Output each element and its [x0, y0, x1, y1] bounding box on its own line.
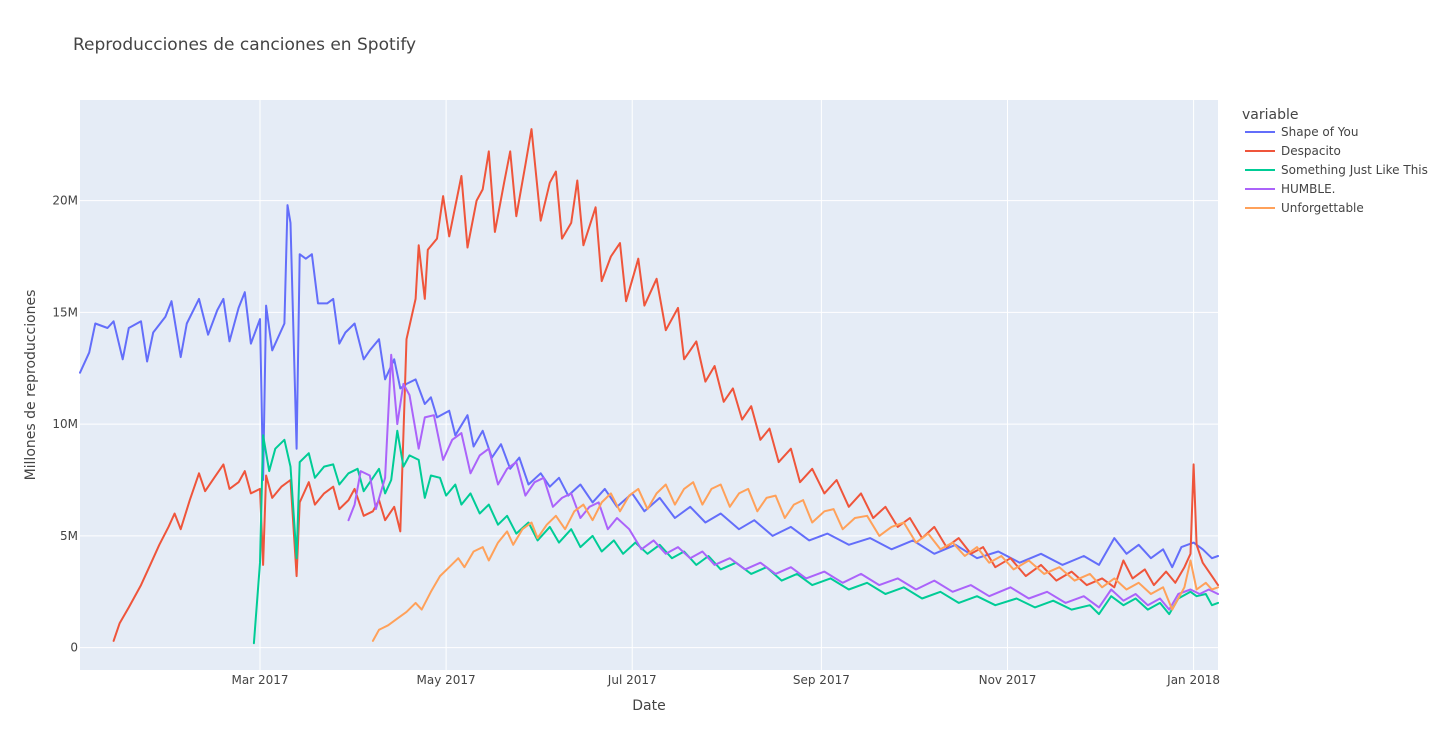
series-line-unforgettable — [371, 481, 1219, 642]
series-line-humble — [347, 353, 1219, 611]
series-lines — [79, 128, 1219, 645]
x-tick-label: Jul 2017 — [607, 673, 657, 687]
y-tick-label: 20M — [52, 194, 78, 208]
x-tick-label: May 2017 — [417, 673, 476, 687]
series-line-something-just-like-this — [252, 429, 1219, 645]
x-tick-label: Nov 2017 — [979, 673, 1037, 687]
series-line-despacito — [112, 128, 1219, 642]
chart-title: Reproducciones de canciones en Spotify — [73, 35, 416, 55]
gridlines — [80, 100, 1218, 670]
x-axis-title: Date — [632, 698, 665, 714]
axis-ticks: 0 5M 10M 15M 20M Mar 2017 May 2017 Jul 2017 Sep … — [52, 194, 1220, 687]
y-axis-title: Millones de reproducciones — [23, 290, 39, 481]
legend-label-unforgettable: Unforgettable — [1281, 201, 1364, 215]
legend-label-despacito: Despacito — [1281, 144, 1341, 158]
x-tick-label: Sep 2017 — [793, 673, 850, 687]
y-tick-label: 15M — [52, 305, 78, 319]
y-tick-label: 0 — [70, 641, 78, 655]
legend-title: variable — [1242, 107, 1298, 123]
plot-area — [80, 100, 1218, 670]
legend-label-something-just-like-this: Something Just Like This — [1281, 163, 1428, 177]
legend-label-humble: HUMBLE. — [1281, 182, 1335, 196]
legend: variable Shape of You Despacito Something … — [1242, 107, 1428, 215]
y-tick-label: 10M — [52, 417, 78, 431]
legend-label-shape-of-you: Shape of You — [1281, 125, 1358, 139]
y-tick-label: 5M — [60, 529, 78, 543]
x-tick-label: Jan 2018 — [1166, 673, 1220, 687]
legend-items: Shape of You Despacito Something Just Like… — [1245, 125, 1428, 215]
x-tick-label: Mar 2017 — [232, 673, 289, 687]
